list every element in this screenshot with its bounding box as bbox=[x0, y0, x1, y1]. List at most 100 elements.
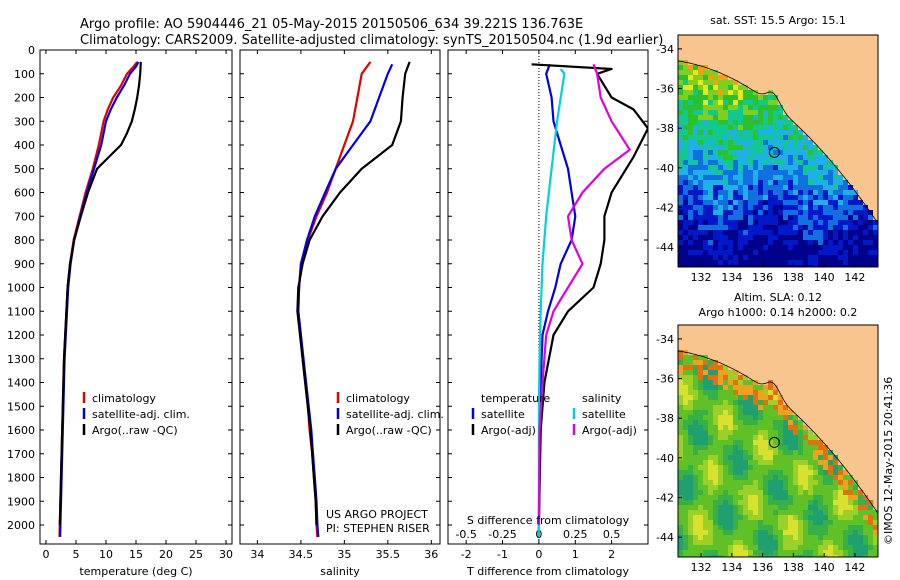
ocean-cell bbox=[788, 430, 794, 436]
ocean-cell bbox=[678, 255, 684, 261]
ocean-cell bbox=[678, 215, 684, 221]
ocean-cell bbox=[818, 175, 824, 181]
ocean-cell bbox=[848, 540, 854, 546]
ocean-cell bbox=[728, 495, 734, 501]
ocean-cell bbox=[708, 100, 714, 106]
ocean-cell bbox=[763, 535, 769, 541]
ocean-cell bbox=[758, 515, 764, 521]
land-cell bbox=[868, 485, 874, 491]
ocean-cell bbox=[868, 545, 874, 551]
ocean-cell bbox=[678, 90, 684, 96]
land-cell bbox=[768, 330, 774, 336]
land-cell bbox=[783, 365, 789, 371]
land-cell bbox=[783, 95, 789, 101]
land-cell bbox=[803, 35, 809, 41]
ocean-cell bbox=[708, 140, 714, 146]
ocean-cell bbox=[698, 535, 704, 541]
ocean-cell bbox=[858, 255, 864, 261]
land-cell bbox=[738, 45, 744, 51]
ocean-cell bbox=[678, 545, 684, 551]
ocean-cell bbox=[798, 240, 804, 246]
ocean-cell bbox=[793, 490, 799, 496]
ocean-cell bbox=[748, 205, 754, 211]
land-cell bbox=[863, 65, 869, 71]
land-cell bbox=[798, 350, 804, 356]
ocean-cell bbox=[723, 380, 729, 386]
ocean-cell bbox=[678, 190, 684, 196]
ocean-cell bbox=[753, 205, 759, 211]
ocean-cell bbox=[823, 530, 829, 536]
land-cell bbox=[868, 455, 874, 461]
land-cell bbox=[823, 370, 829, 376]
ocean-cell bbox=[788, 200, 794, 206]
ocean-cell bbox=[683, 90, 689, 96]
land-cell bbox=[848, 125, 854, 131]
land-cell bbox=[868, 375, 874, 381]
land-cell bbox=[743, 340, 749, 346]
ocean-cell bbox=[828, 455, 834, 461]
ocean-cell bbox=[728, 485, 734, 491]
ocean-cell bbox=[793, 250, 799, 256]
ocean-cell bbox=[718, 200, 724, 206]
ocean-cell bbox=[723, 370, 729, 376]
land-cell bbox=[838, 90, 844, 96]
ocean-cell bbox=[768, 555, 774, 557]
ocean-cell bbox=[778, 205, 784, 211]
ocean-cell bbox=[863, 250, 869, 256]
ocean-cell bbox=[783, 480, 789, 486]
land-cell bbox=[768, 80, 774, 86]
land-cell bbox=[683, 55, 689, 61]
ocean-cell bbox=[838, 260, 844, 266]
land-cell bbox=[788, 80, 794, 86]
land-cell bbox=[803, 370, 809, 376]
ocean-cell bbox=[813, 260, 819, 266]
ocean-cell bbox=[738, 110, 744, 116]
ocean-cell bbox=[698, 465, 704, 471]
land-cell bbox=[798, 405, 804, 411]
land-cell bbox=[803, 390, 809, 396]
legend-label-climatology: climatology bbox=[346, 392, 410, 405]
ocean-cell bbox=[693, 510, 699, 516]
ocean-cell bbox=[753, 195, 759, 201]
land-cell bbox=[853, 380, 859, 386]
ocean-cell bbox=[688, 190, 694, 196]
ocean-cell bbox=[773, 530, 779, 536]
ocean-cell bbox=[748, 100, 754, 106]
land-cell bbox=[678, 55, 684, 61]
ocean-cell bbox=[713, 240, 719, 246]
ocean-cell bbox=[693, 535, 699, 541]
land-cell bbox=[713, 350, 719, 356]
land-cell bbox=[803, 420, 809, 426]
land-cell bbox=[803, 75, 809, 81]
land-cell bbox=[868, 125, 874, 131]
ocean-cell bbox=[758, 525, 764, 531]
ocean-cell bbox=[858, 205, 864, 211]
ocean-cell bbox=[773, 230, 779, 236]
ocean-cell bbox=[718, 410, 724, 416]
ocean-cell bbox=[758, 230, 764, 236]
land-cell bbox=[843, 430, 849, 436]
ocean-cell bbox=[708, 515, 714, 521]
ocean-cell bbox=[778, 220, 784, 226]
ocean-cell bbox=[843, 470, 849, 476]
land-cell bbox=[848, 425, 854, 431]
ocean-cell bbox=[728, 175, 734, 181]
ocean-cell bbox=[798, 180, 804, 186]
land-cell bbox=[818, 75, 824, 81]
land-cell bbox=[748, 330, 754, 336]
land-cell bbox=[768, 45, 774, 51]
land-cell bbox=[863, 120, 869, 126]
ocean-cell bbox=[803, 140, 809, 146]
ocean-cell bbox=[773, 535, 779, 541]
ocean-cell bbox=[763, 495, 769, 501]
ocean-cell bbox=[728, 130, 734, 136]
land-cell bbox=[798, 355, 804, 361]
land-cell bbox=[823, 35, 829, 41]
ocean-cell bbox=[763, 540, 769, 546]
ocean-cell bbox=[753, 240, 759, 246]
land-cell bbox=[853, 130, 859, 136]
ocean-cell bbox=[743, 460, 749, 466]
project-annotation: US ARGO PROJECT bbox=[326, 508, 428, 521]
ocean-cell bbox=[733, 240, 739, 246]
ocean-cell bbox=[728, 375, 734, 381]
